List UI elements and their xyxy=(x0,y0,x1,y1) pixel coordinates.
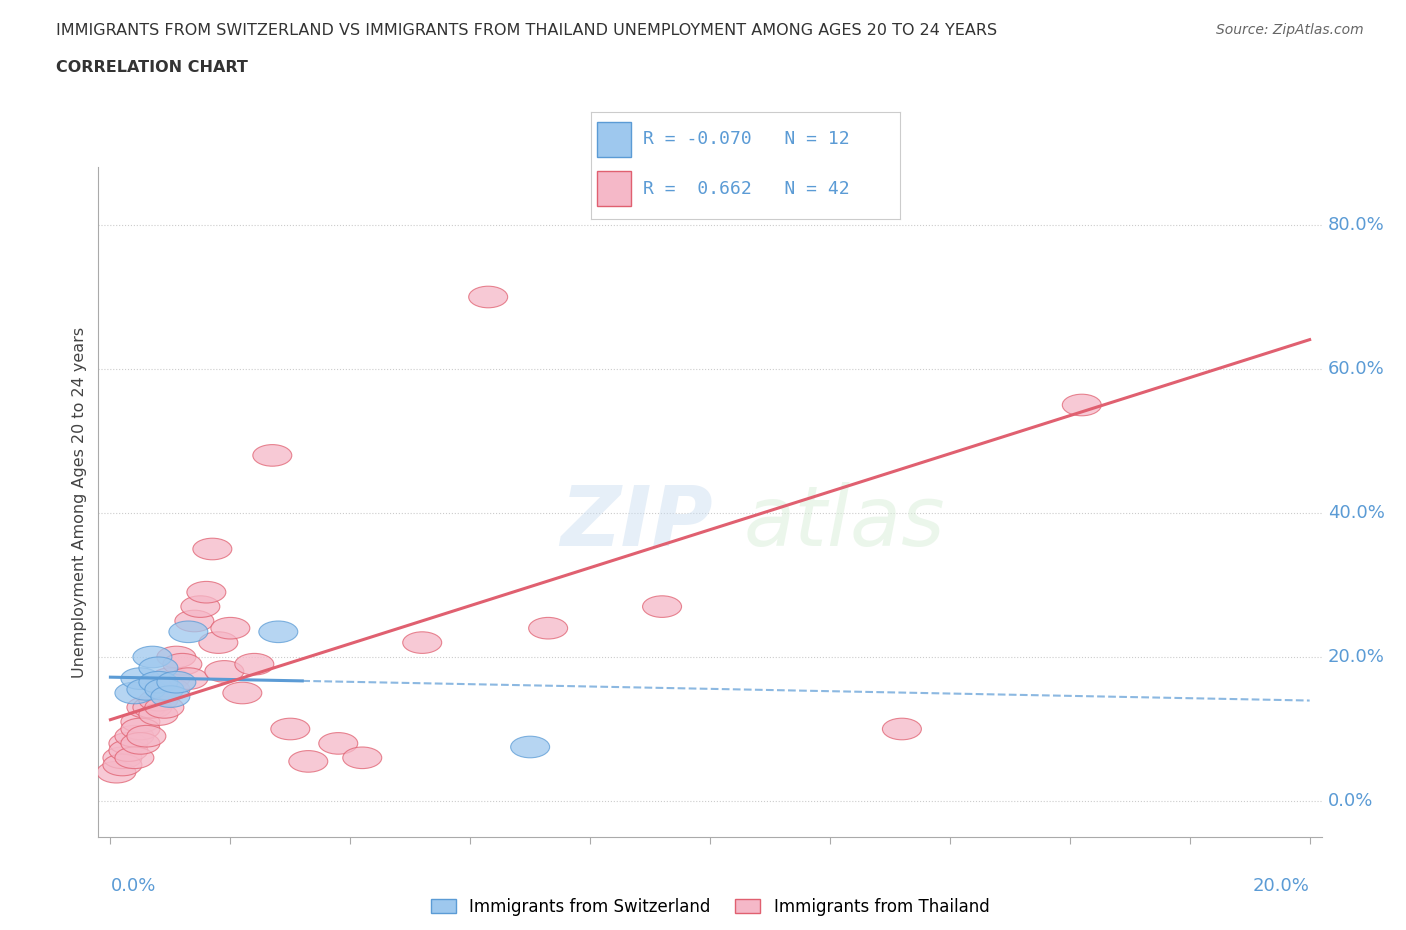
Ellipse shape xyxy=(127,697,166,718)
Text: 0.0%: 0.0% xyxy=(1327,792,1374,810)
Ellipse shape xyxy=(139,671,179,693)
Ellipse shape xyxy=(103,747,142,768)
Y-axis label: Unemployment Among Ages 20 to 24 years: Unemployment Among Ages 20 to 24 years xyxy=(72,326,87,678)
Ellipse shape xyxy=(1063,394,1101,416)
Ellipse shape xyxy=(205,660,243,683)
Ellipse shape xyxy=(121,711,160,733)
Text: 20.0%: 20.0% xyxy=(1327,648,1385,666)
Ellipse shape xyxy=(169,621,208,643)
Ellipse shape xyxy=(510,737,550,758)
Ellipse shape xyxy=(108,739,148,762)
Text: 60.0%: 60.0% xyxy=(1327,360,1385,378)
Ellipse shape xyxy=(169,668,208,689)
Ellipse shape xyxy=(150,679,190,700)
Ellipse shape xyxy=(108,733,148,754)
Ellipse shape xyxy=(121,718,160,739)
Ellipse shape xyxy=(145,697,184,718)
Bar xyxy=(596,171,631,206)
Ellipse shape xyxy=(150,668,190,689)
Ellipse shape xyxy=(115,683,153,704)
Legend: Immigrants from Switzerland, Immigrants from Thailand: Immigrants from Switzerland, Immigrants … xyxy=(425,891,995,923)
Ellipse shape xyxy=(643,596,682,618)
Text: atlas: atlas xyxy=(744,482,945,563)
Text: R = -0.070   N = 12: R = -0.070 N = 12 xyxy=(643,130,849,149)
Ellipse shape xyxy=(157,671,195,693)
Ellipse shape xyxy=(127,725,166,747)
Ellipse shape xyxy=(103,754,142,776)
Ellipse shape xyxy=(468,286,508,308)
Ellipse shape xyxy=(134,697,172,718)
Ellipse shape xyxy=(174,610,214,631)
Bar xyxy=(596,123,631,156)
Ellipse shape xyxy=(198,631,238,654)
Ellipse shape xyxy=(235,654,274,675)
Ellipse shape xyxy=(181,596,219,618)
Ellipse shape xyxy=(139,689,179,711)
Ellipse shape xyxy=(139,704,179,725)
Ellipse shape xyxy=(145,675,184,697)
Ellipse shape xyxy=(271,718,309,739)
Ellipse shape xyxy=(319,733,357,754)
Text: IMMIGRANTS FROM SWITZERLAND VS IMMIGRANTS FROM THAILAND UNEMPLOYMENT AMONG AGES : IMMIGRANTS FROM SWITZERLAND VS IMMIGRANT… xyxy=(56,23,997,38)
Text: ZIP: ZIP xyxy=(561,482,713,563)
Ellipse shape xyxy=(193,538,232,560)
Ellipse shape xyxy=(187,581,226,603)
Text: R =  0.662   N = 42: R = 0.662 N = 42 xyxy=(643,179,849,197)
Ellipse shape xyxy=(211,618,250,639)
Ellipse shape xyxy=(127,679,166,700)
Text: 20.0%: 20.0% xyxy=(1253,877,1309,895)
Ellipse shape xyxy=(529,618,568,639)
Ellipse shape xyxy=(253,445,292,466)
Ellipse shape xyxy=(134,646,172,668)
Ellipse shape xyxy=(402,631,441,654)
Ellipse shape xyxy=(150,685,190,708)
Text: Source: ZipAtlas.com: Source: ZipAtlas.com xyxy=(1216,23,1364,37)
Ellipse shape xyxy=(121,733,160,754)
Ellipse shape xyxy=(343,747,382,768)
Text: 40.0%: 40.0% xyxy=(1327,504,1385,522)
Ellipse shape xyxy=(163,654,202,675)
Ellipse shape xyxy=(139,657,179,679)
Ellipse shape xyxy=(121,668,160,689)
Ellipse shape xyxy=(97,762,136,783)
Ellipse shape xyxy=(883,718,921,739)
Ellipse shape xyxy=(145,679,184,700)
Text: CORRELATION CHART: CORRELATION CHART xyxy=(56,60,247,75)
Ellipse shape xyxy=(259,621,298,643)
Ellipse shape xyxy=(115,725,153,747)
Ellipse shape xyxy=(222,683,262,704)
Text: 80.0%: 80.0% xyxy=(1327,216,1385,234)
Ellipse shape xyxy=(115,747,153,768)
Text: 0.0%: 0.0% xyxy=(111,877,156,895)
Ellipse shape xyxy=(288,751,328,772)
Ellipse shape xyxy=(157,646,195,668)
